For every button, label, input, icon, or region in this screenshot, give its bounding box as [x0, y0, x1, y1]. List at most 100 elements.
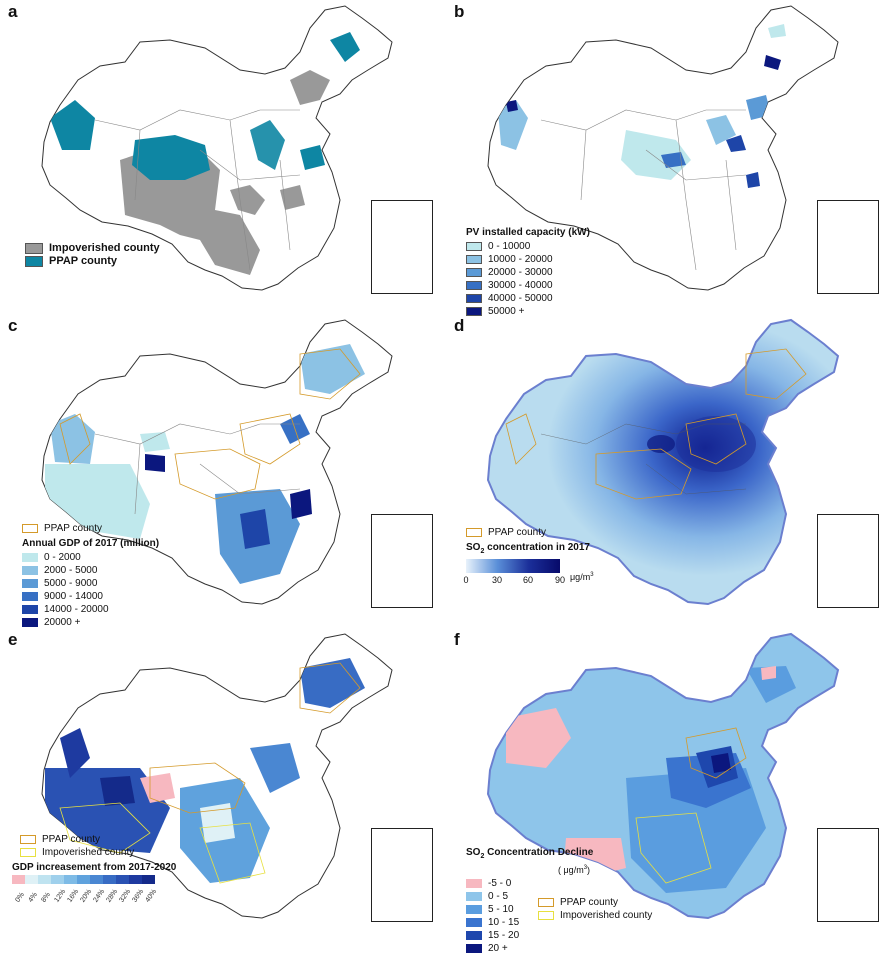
- panel-d: d PPAP county SO2 concentrati: [446, 314, 879, 619]
- legend-label: Impoverished county: [49, 242, 160, 254]
- tick-label: 28%: [105, 888, 120, 904]
- legend-title: PV installed capacity (kW): [466, 227, 590, 238]
- panel-label: b: [454, 2, 465, 21]
- legend-label: 9000 - 14000: [44, 591, 103, 602]
- tick-label: 0: [463, 575, 469, 585]
- scale-cell: [51, 875, 64, 884]
- legend: Impoverished county PPAP county: [25, 242, 160, 268]
- legend-swatch: [22, 618, 38, 627]
- legend-label: 20000 - 30000: [488, 267, 553, 278]
- legend-swatch: [538, 898, 554, 907]
- tick-label: 40%: [144, 888, 159, 904]
- legend-item: 0 - 10000: [466, 240, 590, 253]
- legend-item: PPAP county: [538, 896, 652, 909]
- panel-label: e: [8, 630, 18, 649]
- legend-swatch: [22, 566, 38, 575]
- panel-b: b PV installed capacity (kW) 0 - 10000 1…: [446, 0, 879, 317]
- scale-cell: [64, 875, 77, 884]
- legend-swatch: [466, 879, 482, 888]
- tick-label: 20%: [79, 888, 94, 904]
- panel-label: f: [454, 630, 460, 649]
- unit-label: ( μg/m3): [558, 865, 591, 875]
- legend-item: 0 - 5: [466, 890, 593, 903]
- legend: PPAP county SO2 concentration in 2017 0 …: [463, 526, 594, 585]
- legend-item: PPAP county: [22, 522, 159, 535]
- legend-label: 30000 - 40000: [488, 280, 553, 291]
- legend-item: 50000 +: [466, 305, 590, 318]
- legend-item: 5 - 10: [466, 903, 593, 916]
- tick-label: 12%: [53, 888, 68, 904]
- south-china-sea-inset: [371, 200, 433, 294]
- scale-cell: [116, 875, 129, 884]
- legend-swatch: [466, 255, 482, 264]
- legend-swatch: [22, 592, 38, 601]
- legend-title: Annual GDP of 2017 (million): [22, 538, 160, 549]
- legend-title: GDP increasement from 2017-2020: [12, 862, 177, 873]
- legend-title: SO2 Concentration Decline: [466, 847, 594, 860]
- legend-label: 5000 - 9000: [44, 578, 98, 589]
- legend: PPAP county Impoverished county GDP incr…: [12, 833, 176, 904]
- scale-cell: [90, 875, 103, 884]
- legend-swatch: [22, 524, 38, 533]
- china-map: [486, 318, 840, 606]
- legend-item: 2000 - 5000: [22, 564, 159, 577]
- china-map: [487, 5, 839, 291]
- scale-cell: [38, 875, 51, 884]
- legend-label: 0 - 5: [488, 891, 509, 902]
- legend-item: 20000 +: [22, 616, 159, 629]
- tick-label: 0%: [14, 891, 26, 904]
- south-china-sea-inset: [817, 828, 879, 922]
- legend-title: SO2 concentration in 2017: [466, 542, 590, 555]
- colorbar: 0 30 60 90: [463, 559, 565, 585]
- legend-item: 20000 - 30000: [466, 266, 590, 279]
- legend-item: 10 - 15: [466, 916, 593, 929]
- legend-label: 10000 - 20000: [488, 254, 553, 265]
- legend-swatch: [25, 256, 43, 267]
- legend-item: PPAP county: [466, 526, 594, 539]
- scale-cell: [77, 875, 90, 884]
- legend-item: 14000 - 20000: [22, 603, 159, 616]
- south-china-sea-inset: [371, 514, 433, 608]
- legend-swatch: [466, 268, 482, 277]
- tick-label: 30: [492, 575, 503, 585]
- tick-label: 8%: [40, 891, 52, 904]
- outline-legend: PPAP county Impoverished county: [538, 896, 652, 922]
- tick-label: 36%: [131, 888, 146, 904]
- panel-f: f SO2 Concentration Decline ( μg/m3) -5 …: [446, 628, 879, 954]
- china-map: [41, 633, 393, 919]
- colorbar-ticks: 0 30 60 90: [463, 573, 565, 585]
- south-china-sea-inset: [817, 200, 879, 294]
- legend-item: Impoverished county: [25, 242, 160, 255]
- panel-c: c PPAP county Annual GDP of 2017: [0, 314, 433, 628]
- tick-label: 24%: [92, 888, 107, 904]
- legend-label: Impoverished county: [42, 847, 135, 858]
- legend-swatch: [20, 835, 36, 844]
- legend-label: PPAP county: [42, 834, 100, 845]
- color-scale: [12, 875, 176, 884]
- legend-item: 30000 - 40000: [466, 279, 590, 292]
- legend-label: 20 +: [488, 943, 508, 954]
- legend-item: 20 +: [466, 942, 593, 955]
- legend-item: 9000 - 14000: [22, 590, 159, 603]
- scale-cell: [103, 875, 116, 884]
- legend-swatch: [466, 905, 482, 914]
- china-map: [486, 632, 840, 920]
- legend-label: 15 - 20: [488, 930, 520, 941]
- legend-label: 0 - 10000: [488, 241, 531, 252]
- legend-swatch: [22, 553, 38, 562]
- legend-label: 40000 - 50000: [488, 293, 553, 304]
- legend-item: 15 - 20: [466, 929, 593, 942]
- colorbar-gradient: [466, 559, 560, 573]
- south-china-sea-inset: [371, 828, 433, 922]
- legend-swatch: [20, 848, 36, 857]
- legend-swatch: [466, 307, 482, 316]
- legend-label: 50000 +: [488, 306, 525, 317]
- south-china-sea-inset: [817, 514, 879, 608]
- tick-label: 32%: [118, 888, 133, 904]
- panel-label: c: [8, 316, 18, 335]
- legend-label: PPAP county: [488, 527, 546, 538]
- legend-item: 5000 - 9000: [22, 577, 159, 590]
- legend-label: 10 - 15: [488, 917, 520, 928]
- legend-swatch: [538, 911, 554, 920]
- scale-ticks: 0% 4% 8% 12% 16% 20% 24% 28% 32% 36% 40%: [12, 884, 176, 904]
